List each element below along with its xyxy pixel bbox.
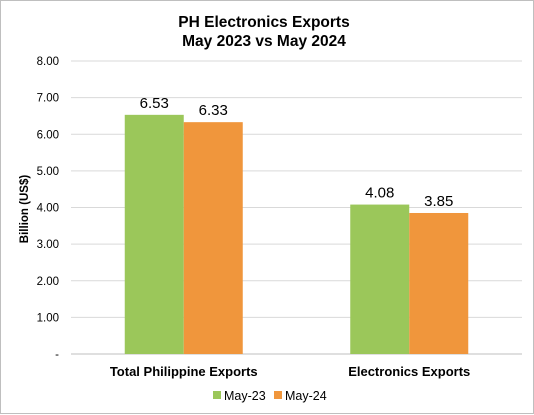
legend: May-23 May-24 (213, 389, 327, 403)
bar-may-24 (183, 122, 243, 354)
legend-swatch-may-24 (274, 391, 282, 399)
y-tick-label: 3.00 (37, 239, 59, 251)
y-axis-label: Billion (US$) (19, 175, 31, 244)
y-tick-label: 8.00 (37, 56, 59, 68)
bar-may-23 (124, 114, 184, 355)
y-tick-label: 7.00 (37, 93, 59, 105)
chart-title: PH Electronics Exports (178, 14, 349, 31)
data-labels: 6.53 6.33 4.08 3.85 (140, 95, 454, 210)
legend-swatch-may-23 (213, 391, 221, 399)
bar-may-24 (409, 212, 469, 354)
y-tick-label: - (55, 349, 59, 361)
data-label: 6.53 (140, 95, 169, 112)
legend-label: May-23 (224, 389, 266, 403)
y-tick-label: 4.00 (37, 203, 59, 215)
y-axis-ticks: - 1.00 2.00 3.00 4.00 5.00 6.00 7.00 8.00 (37, 56, 60, 361)
data-label: 3.85 (424, 193, 453, 210)
x-tick-label: Total Philippine Exports (110, 364, 258, 379)
bar-may-23 (350, 204, 410, 354)
y-tick-label: 2.00 (37, 276, 59, 288)
chart-subtitle: May 2023 vs May 2024 (182, 33, 346, 50)
x-tick-label: Electronics Exports (348, 364, 470, 379)
y-tick-label: 1.00 (37, 312, 59, 324)
y-tick-label: 5.00 (37, 166, 59, 178)
y-tick-label: 6.00 (37, 129, 59, 141)
legend-label: May-24 (285, 389, 327, 403)
bars (124, 114, 469, 355)
data-label: 6.33 (199, 102, 228, 119)
data-label: 4.08 (365, 185, 394, 202)
x-axis-ticks: Total Philippine Exports Electronics Expo… (110, 364, 470, 379)
